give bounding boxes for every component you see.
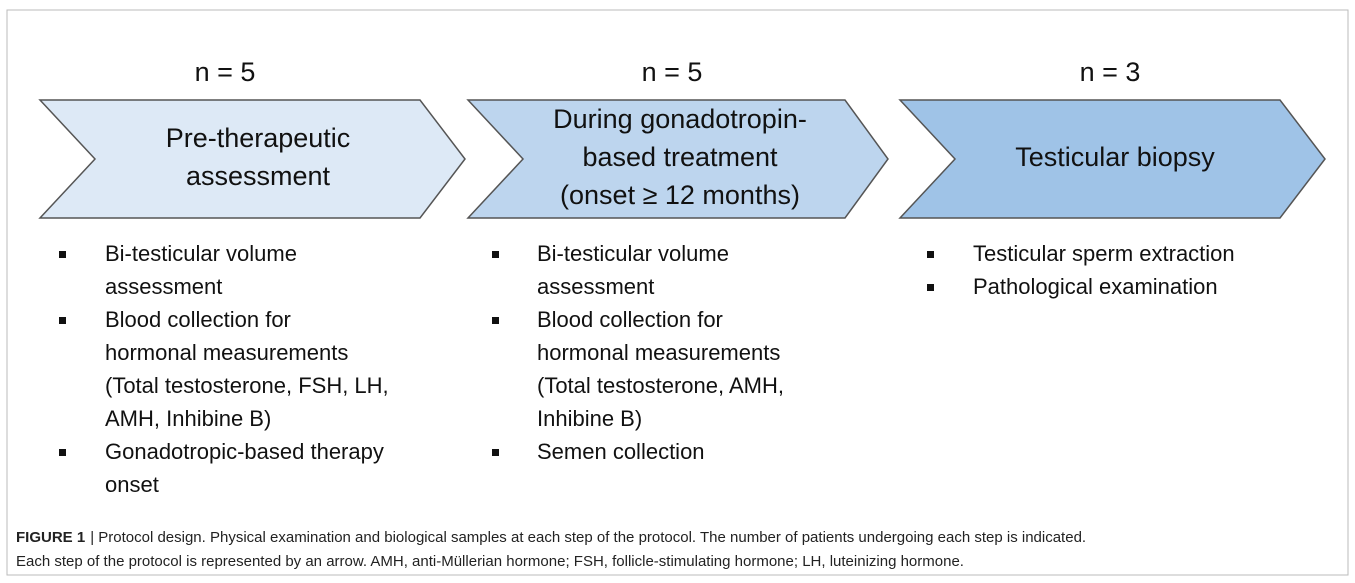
- item-text: Gonadotropic-based therapy: [105, 439, 384, 464]
- item-text: Bi-testicular volume: [105, 241, 297, 266]
- bullet: [59, 251, 66, 258]
- caption-line: FIGURE 1 | Protocol design. Physical exam…: [16, 529, 1086, 546]
- item-text: Testicular sperm extraction: [973, 241, 1235, 266]
- item-text: AMH, Inhibine B): [105, 406, 271, 431]
- item-text: onset: [105, 472, 159, 497]
- item-text: Inhibine B): [537, 406, 642, 431]
- step-arrow: [898, 99, 1326, 219]
- caption-text: | Protocol design. Physical examination …: [90, 529, 1086, 546]
- step-label: Testicular biopsy: [1015, 142, 1215, 172]
- patient-count: n = 5: [195, 57, 256, 87]
- bullet: [492, 317, 499, 324]
- caption-label: FIGURE 1: [16, 529, 85, 546]
- step-label: based treatment: [582, 142, 778, 172]
- step-arrow: [466, 99, 889, 219]
- item-text: Pathological examination: [973, 274, 1218, 299]
- frame: [6, 9, 1349, 576]
- step-label: Pre-therapeutic: [166, 123, 351, 153]
- item-text: Semen collection: [537, 439, 705, 464]
- bullet: [59, 449, 66, 456]
- item-text: hormonal measurements: [105, 340, 348, 365]
- bullet: [927, 251, 934, 258]
- patient-count: n = 3: [1080, 57, 1141, 87]
- step-label: (onset ≥ 12 months): [560, 180, 800, 210]
- bullet: [927, 284, 934, 291]
- item-text: assessment: [105, 274, 222, 299]
- item-text: Bi-testicular volume: [537, 241, 729, 266]
- step-label: During gonadotropin-: [553, 104, 807, 134]
- item-text: Blood collection for: [537, 307, 723, 332]
- bullet: [492, 251, 499, 258]
- item-text: assessment: [537, 274, 654, 299]
- bullet: [492, 449, 499, 456]
- caption-line: Each step of the protocol is represented…: [16, 553, 964, 570]
- step-label: assessment: [186, 161, 331, 191]
- item-text: hormonal measurements: [537, 340, 780, 365]
- patient-count: n = 5: [642, 57, 703, 87]
- step-arrow: [38, 99, 466, 219]
- item-text: (Total testosterone, AMH,: [537, 373, 784, 398]
- item-text: Blood collection for: [105, 307, 291, 332]
- item-text: (Total testosterone, FSH, LH,: [105, 373, 389, 398]
- bullet: [59, 317, 66, 324]
